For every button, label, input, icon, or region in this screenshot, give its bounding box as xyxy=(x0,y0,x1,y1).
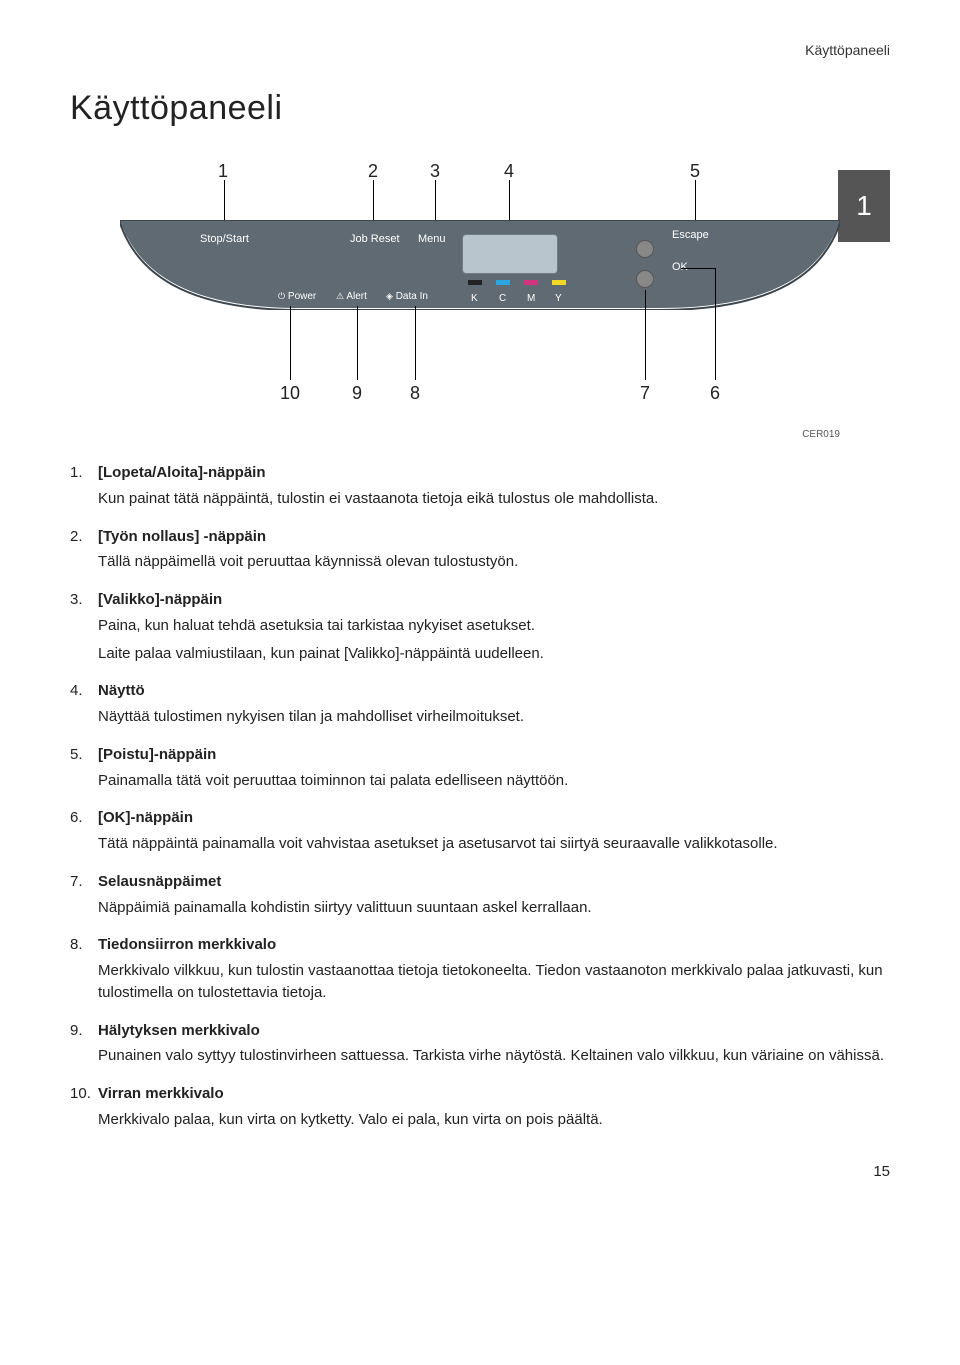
leader-line xyxy=(681,268,716,269)
list-item: [Poistu]-näppäin Painamalla tätä voit pe… xyxy=(70,744,890,792)
item-body: Tällä näppäimellä voit peruuttaa käynnis… xyxy=(98,551,890,573)
item-body: Painamalla tätä voit peruuttaa toiminnon… xyxy=(98,770,890,792)
leader-line xyxy=(357,306,358,380)
list-item: [Lopeta/Aloita]-näppäin Kun painat tätä … xyxy=(70,462,890,510)
figure-id: CER019 xyxy=(70,428,840,443)
item-body: Kun painat tätä näppäintä, tulostin ei v… xyxy=(98,488,890,510)
list-item: Tiedonsiirron merkkivalo Merkkivalo vilk… xyxy=(70,934,890,1003)
item-title: Tiedonsiirron merkkivalo xyxy=(98,934,890,956)
list-item: Virran merkkivalo Merkkivalo palaa, kun … xyxy=(70,1083,890,1131)
toner-indicators xyxy=(468,280,566,285)
item-body: Merkkivalo palaa, kun virta on kytketty.… xyxy=(98,1109,890,1131)
list-item: [Työn nollaus] -näppäin Tällä näppäimell… xyxy=(70,526,890,574)
callout-8: 8 xyxy=(410,380,420,406)
list-item: Hälytyksen merkkivalo Punainen valo sytt… xyxy=(70,1020,890,1068)
toner-m xyxy=(524,280,538,285)
item-body: Punainen valo syttyy tulostinvirheen sat… xyxy=(98,1045,890,1067)
callout-7: 7 xyxy=(640,380,650,406)
item-body: Paina, kun haluat tehdä asetuksia tai ta… xyxy=(98,615,890,665)
leader-line xyxy=(415,306,416,380)
item-title: [Valikko]-näppäin xyxy=(98,589,890,611)
label-job-reset: Job Reset xyxy=(350,232,400,248)
leader-line xyxy=(290,306,291,380)
item-title: Selausnäppäimet xyxy=(98,871,890,893)
item-title: [Työn nollaus] -näppäin xyxy=(98,526,890,548)
list-item: [Valikko]-näppäin Paina, kun haluat tehd… xyxy=(70,589,890,664)
toner-c xyxy=(496,280,510,285)
toner-k xyxy=(468,280,482,285)
callout-1: 1 xyxy=(218,158,228,184)
item-body: Tätä näppäintä painamalla voit vahvistaa… xyxy=(98,833,890,855)
leader-line xyxy=(715,268,716,380)
label-menu: Menu xyxy=(418,232,446,248)
label-stop-start: Stop/Start xyxy=(200,232,249,248)
lcd-screen xyxy=(462,234,558,274)
item-title: Virran merkkivalo xyxy=(98,1083,890,1105)
page: Käyttöpaneeli Käyttöpaneeli 1 1 2 3 4 5 … xyxy=(70,40,890,1182)
item-title: Näyttö xyxy=(98,680,890,702)
toner-y xyxy=(552,280,566,285)
page-title: Käyttöpaneeli xyxy=(70,84,890,133)
leader-line xyxy=(645,290,646,380)
item-title: Hälytyksen merkkivalo xyxy=(98,1020,890,1042)
list-item: Selausnäppäimet Näppäimiä painamalla koh… xyxy=(70,871,890,919)
numbered-list: [Lopeta/Aloita]-näppäin Kun painat tätä … xyxy=(70,462,890,1131)
running-header: Käyttöpaneeli xyxy=(70,40,890,60)
item-title: [OK]-näppäin xyxy=(98,807,890,829)
item-body: Merkkivalo vilkkuu, kun tulostin vastaan… xyxy=(98,960,890,1004)
toner-label-y: Y xyxy=(555,292,562,307)
up-button-icon xyxy=(636,240,654,258)
item-title: [Lopeta/Aloita]-näppäin xyxy=(98,462,890,484)
label-power: ⏻ Power xyxy=(278,290,316,305)
label-escape: Escape xyxy=(672,228,709,244)
label-data-in: ◈ Data In xyxy=(386,290,428,305)
callout-6: 6 xyxy=(710,380,720,406)
toner-label-c: C xyxy=(499,292,506,307)
item-body: Näyttää tulostimen nykyisen tilan ja mah… xyxy=(98,706,890,728)
down-button-icon xyxy=(636,270,654,288)
callout-9: 9 xyxy=(352,380,362,406)
list-item: Näyttö Näyttää tulostimen nykyisen tilan… xyxy=(70,680,890,728)
control-panel-diagram: 1 2 3 4 5 Stop/Start Job Reset Menu Esca… xyxy=(120,160,840,430)
toner-label-m: M xyxy=(527,292,535,307)
callout-10: 10 xyxy=(280,380,300,406)
page-number: 15 xyxy=(70,1161,890,1183)
label-alert: ⚠ Alert xyxy=(336,290,367,305)
chapter-tab: 1 xyxy=(838,170,890,242)
item-body: Näppäimiä painamalla kohdistin siirtyy v… xyxy=(98,897,890,919)
toner-label-k: K xyxy=(471,292,478,307)
item-title: [Poistu]-näppäin xyxy=(98,744,890,766)
list-item: [OK]-näppäin Tätä näppäintä painamalla v… xyxy=(70,807,890,855)
